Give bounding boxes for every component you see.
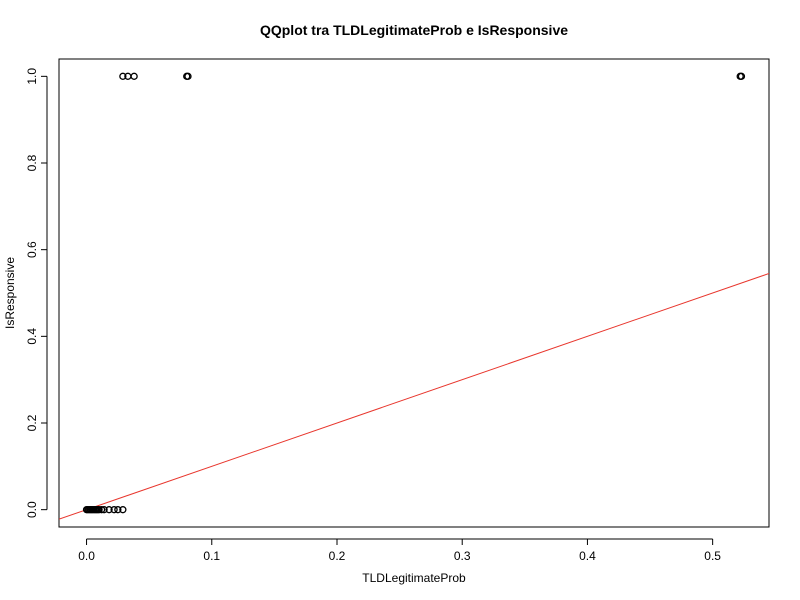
x-tick-label: 0.4: [579, 549, 596, 563]
y-axis: 0.0 0.2 0.4 0.6 0.8 1.0: [25, 68, 48, 518]
x-tick-label: 0.2: [329, 549, 346, 563]
x-axis-label: TLDLegitimateProb: [362, 571, 466, 585]
y-tick-label: 0.0: [25, 501, 39, 518]
data-point: [119, 72, 127, 80]
data-point: [119, 506, 127, 514]
data-point: [737, 72, 746, 80]
data-point: [130, 72, 138, 80]
data-point: [184, 72, 192, 80]
y-tick-label: 0.8: [25, 154, 39, 171]
data-point: [97, 506, 106, 514]
y-tick-label: 1.0: [25, 68, 39, 85]
plot-frame: [58, 58, 770, 528]
chart-title: QQplot tra TLDLegitimateProb e IsRespons…: [260, 22, 568, 38]
x-tick-label: 0.0: [78, 549, 95, 563]
y-tick-label: 0.4: [25, 328, 39, 345]
y-tick-label: 0.6: [25, 241, 39, 258]
reference-line-group: [59, 273, 769, 520]
x-tick-label: 0.5: [704, 549, 721, 563]
x-tick-label: 0.3: [454, 549, 471, 563]
data-point: [105, 506, 113, 514]
y-axis-label: IsResponsive: [3, 257, 17, 329]
data-point: [95, 506, 103, 514]
data-points-group: [82, 72, 746, 514]
qq-reference-line: [59, 273, 769, 520]
x-axis: 0.0 0.1 0.2 0.3 0.4 0.5: [78, 538, 721, 563]
x-tick-label: 0.1: [203, 549, 220, 563]
y-tick-label: 0.2: [25, 414, 39, 431]
data-point: [114, 506, 122, 514]
data-point: [100, 506, 108, 514]
data-point: [110, 506, 118, 514]
